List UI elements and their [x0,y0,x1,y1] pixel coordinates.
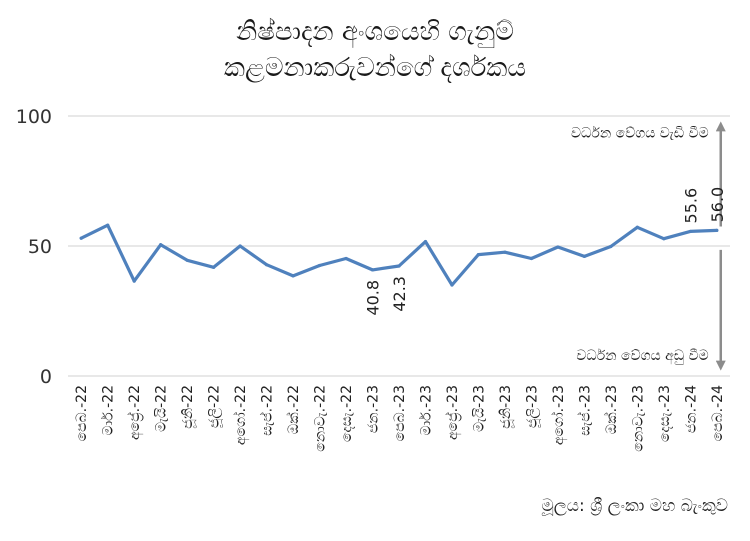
chart-title: නිෂ්පාදන අංශයෙහි ගැනුම් කළමනාකරුවන්ගේ දර… [0,14,750,86]
data-point [715,228,719,232]
data-point [291,274,295,278]
data-point [450,283,454,287]
x-tick-label: මාර්.-22 [101,385,117,435]
y-tick-label: 0 [40,366,52,388]
x-tick-label: නොවැ.-23 [630,385,646,452]
x-tick-label: ජන.-24 [683,385,699,433]
data-point [503,250,507,254]
x-tick-label: අප්‍රේ.-22 [127,385,144,440]
data-point [423,239,428,244]
y-tick-label: 100 [16,106,52,128]
data-point [79,236,83,240]
x-tick-label: අගෝ.-23 [551,385,568,445]
x-tick-label: මාර්.-23 [418,385,434,435]
x-tick-label: මැයි-22 [154,385,170,432]
data-point [529,256,534,261]
y-tick-label: 50 [28,236,52,258]
data-point [556,245,560,249]
data-point [662,237,666,241]
chart-title-line2: කළමනාකරුවන්ගේ දර්ශකය [223,53,527,83]
data-point [609,244,613,249]
x-tick-label: සැප්.-22 [259,385,275,436]
data-point [476,252,481,257]
data-point [344,256,348,261]
data-label: 56.0 [708,187,727,223]
x-tick-label: ජූනි-23 [498,385,515,429]
data-label: 55.6 [681,188,700,224]
annotation-decrease: වර්ධන වේගය අඩු වීම [576,348,708,365]
data-point [397,264,401,268]
data-point [317,263,322,268]
x-tick-label: සැප්.-23 [577,385,593,436]
x-tick-label: ඔක්.-22 [286,385,302,434]
x-tick-label: නොවැ.-22 [313,385,329,452]
x-tick-label: ජූලි-23 [524,385,541,428]
x-tick-label: ජූලි-22 [207,385,224,428]
data-label: 42.3 [390,276,409,312]
data-point [370,268,375,272]
data-point [688,229,692,234]
x-tick-label: ජූනි-22 [180,385,197,429]
data-point [185,258,189,262]
annotation-increase: වර්ධන වේගය වැඩි වීම [571,126,709,142]
x-tick-label: අගෝ.-22 [233,385,250,445]
x-tick-label: දෙසැ.-22 [339,385,355,442]
source-note: මූලය: ශ්‍රී ලංකා මහ බැංකුව [541,496,728,516]
data-label: 40.8 [364,280,383,316]
data-point [106,223,110,227]
x-tick-label: පෙබ.-24 [710,385,726,441]
data-point [238,244,242,248]
data-point [212,265,216,269]
x-tick-label: පෙබ.-23 [392,385,408,441]
data-point [132,279,136,283]
data-point [159,243,163,247]
data-point [635,225,639,229]
x-tick-label: ඔක්.-23 [604,385,620,434]
x-tick-label: පෙබ.-22 [74,385,90,441]
data-point [582,254,586,258]
data-point [265,263,269,267]
x-tick-label: මැයි-23 [471,385,487,432]
chart-title-line1: නිෂ්පාදන අංශයෙහි ගැනුම් [236,17,514,47]
x-tick-label: අප්‍රේ.-23 [445,385,462,440]
x-tick-label: ජන.-23 [366,385,382,433]
x-tick-label: දෙසැ.-23 [657,385,673,442]
